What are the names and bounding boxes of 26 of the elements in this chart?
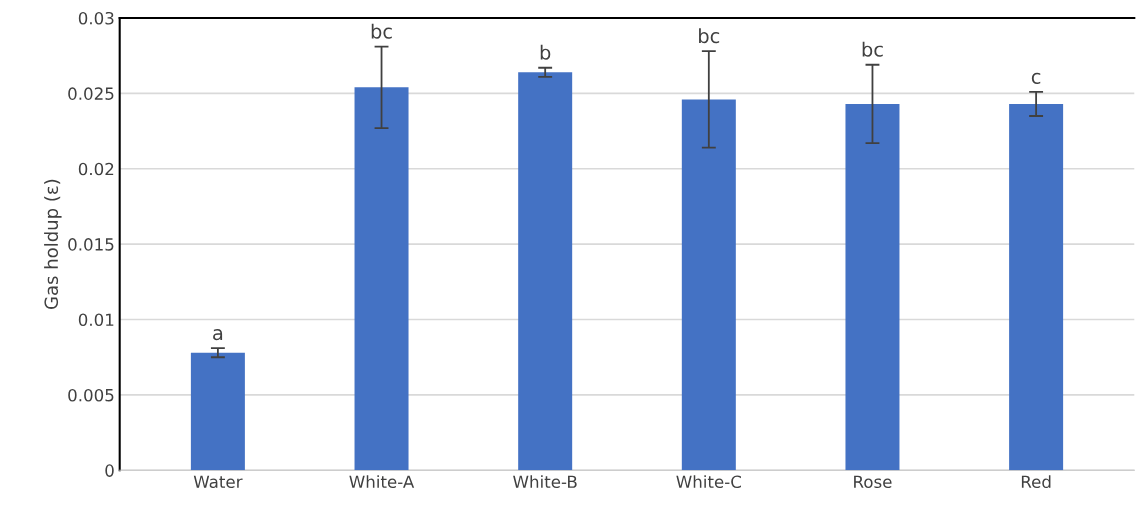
x-tick-label: White-C [676, 475, 741, 489]
x-tick-label: White-A [349, 475, 415, 489]
annotation: a [213, 329, 223, 341]
y-axis-title: Gas holdup (ε) [44, 179, 62, 309]
y-tick-label: 0.02 [78, 162, 114, 176]
annotation: bc [862, 41, 883, 57]
bar [354, 87, 409, 471]
y-tick-label: 0.005 [68, 388, 114, 402]
bar [1009, 103, 1064, 471]
y-tick-label: 0.03 [78, 11, 114, 25]
y-tick-label: 0.025 [68, 87, 114, 100]
x-tick-label: Red [1021, 475, 1051, 489]
bar [845, 103, 900, 471]
annotation: bc [699, 28, 720, 44]
bar [518, 72, 573, 471]
x-tick-label: White-B [513, 475, 577, 489]
y-tick-label: 0.015 [68, 238, 114, 251]
bar [681, 99, 736, 471]
annotation: c [1031, 72, 1041, 84]
y-tick-label: 0 [105, 464, 114, 477]
x-tick-label: Water [193, 475, 243, 489]
bar [190, 352, 245, 471]
x-tick-label: Rose [854, 475, 892, 489]
annotation: b [540, 44, 551, 60]
annotation: bc [371, 23, 392, 39]
y-tick-label: 0.01 [78, 313, 114, 327]
